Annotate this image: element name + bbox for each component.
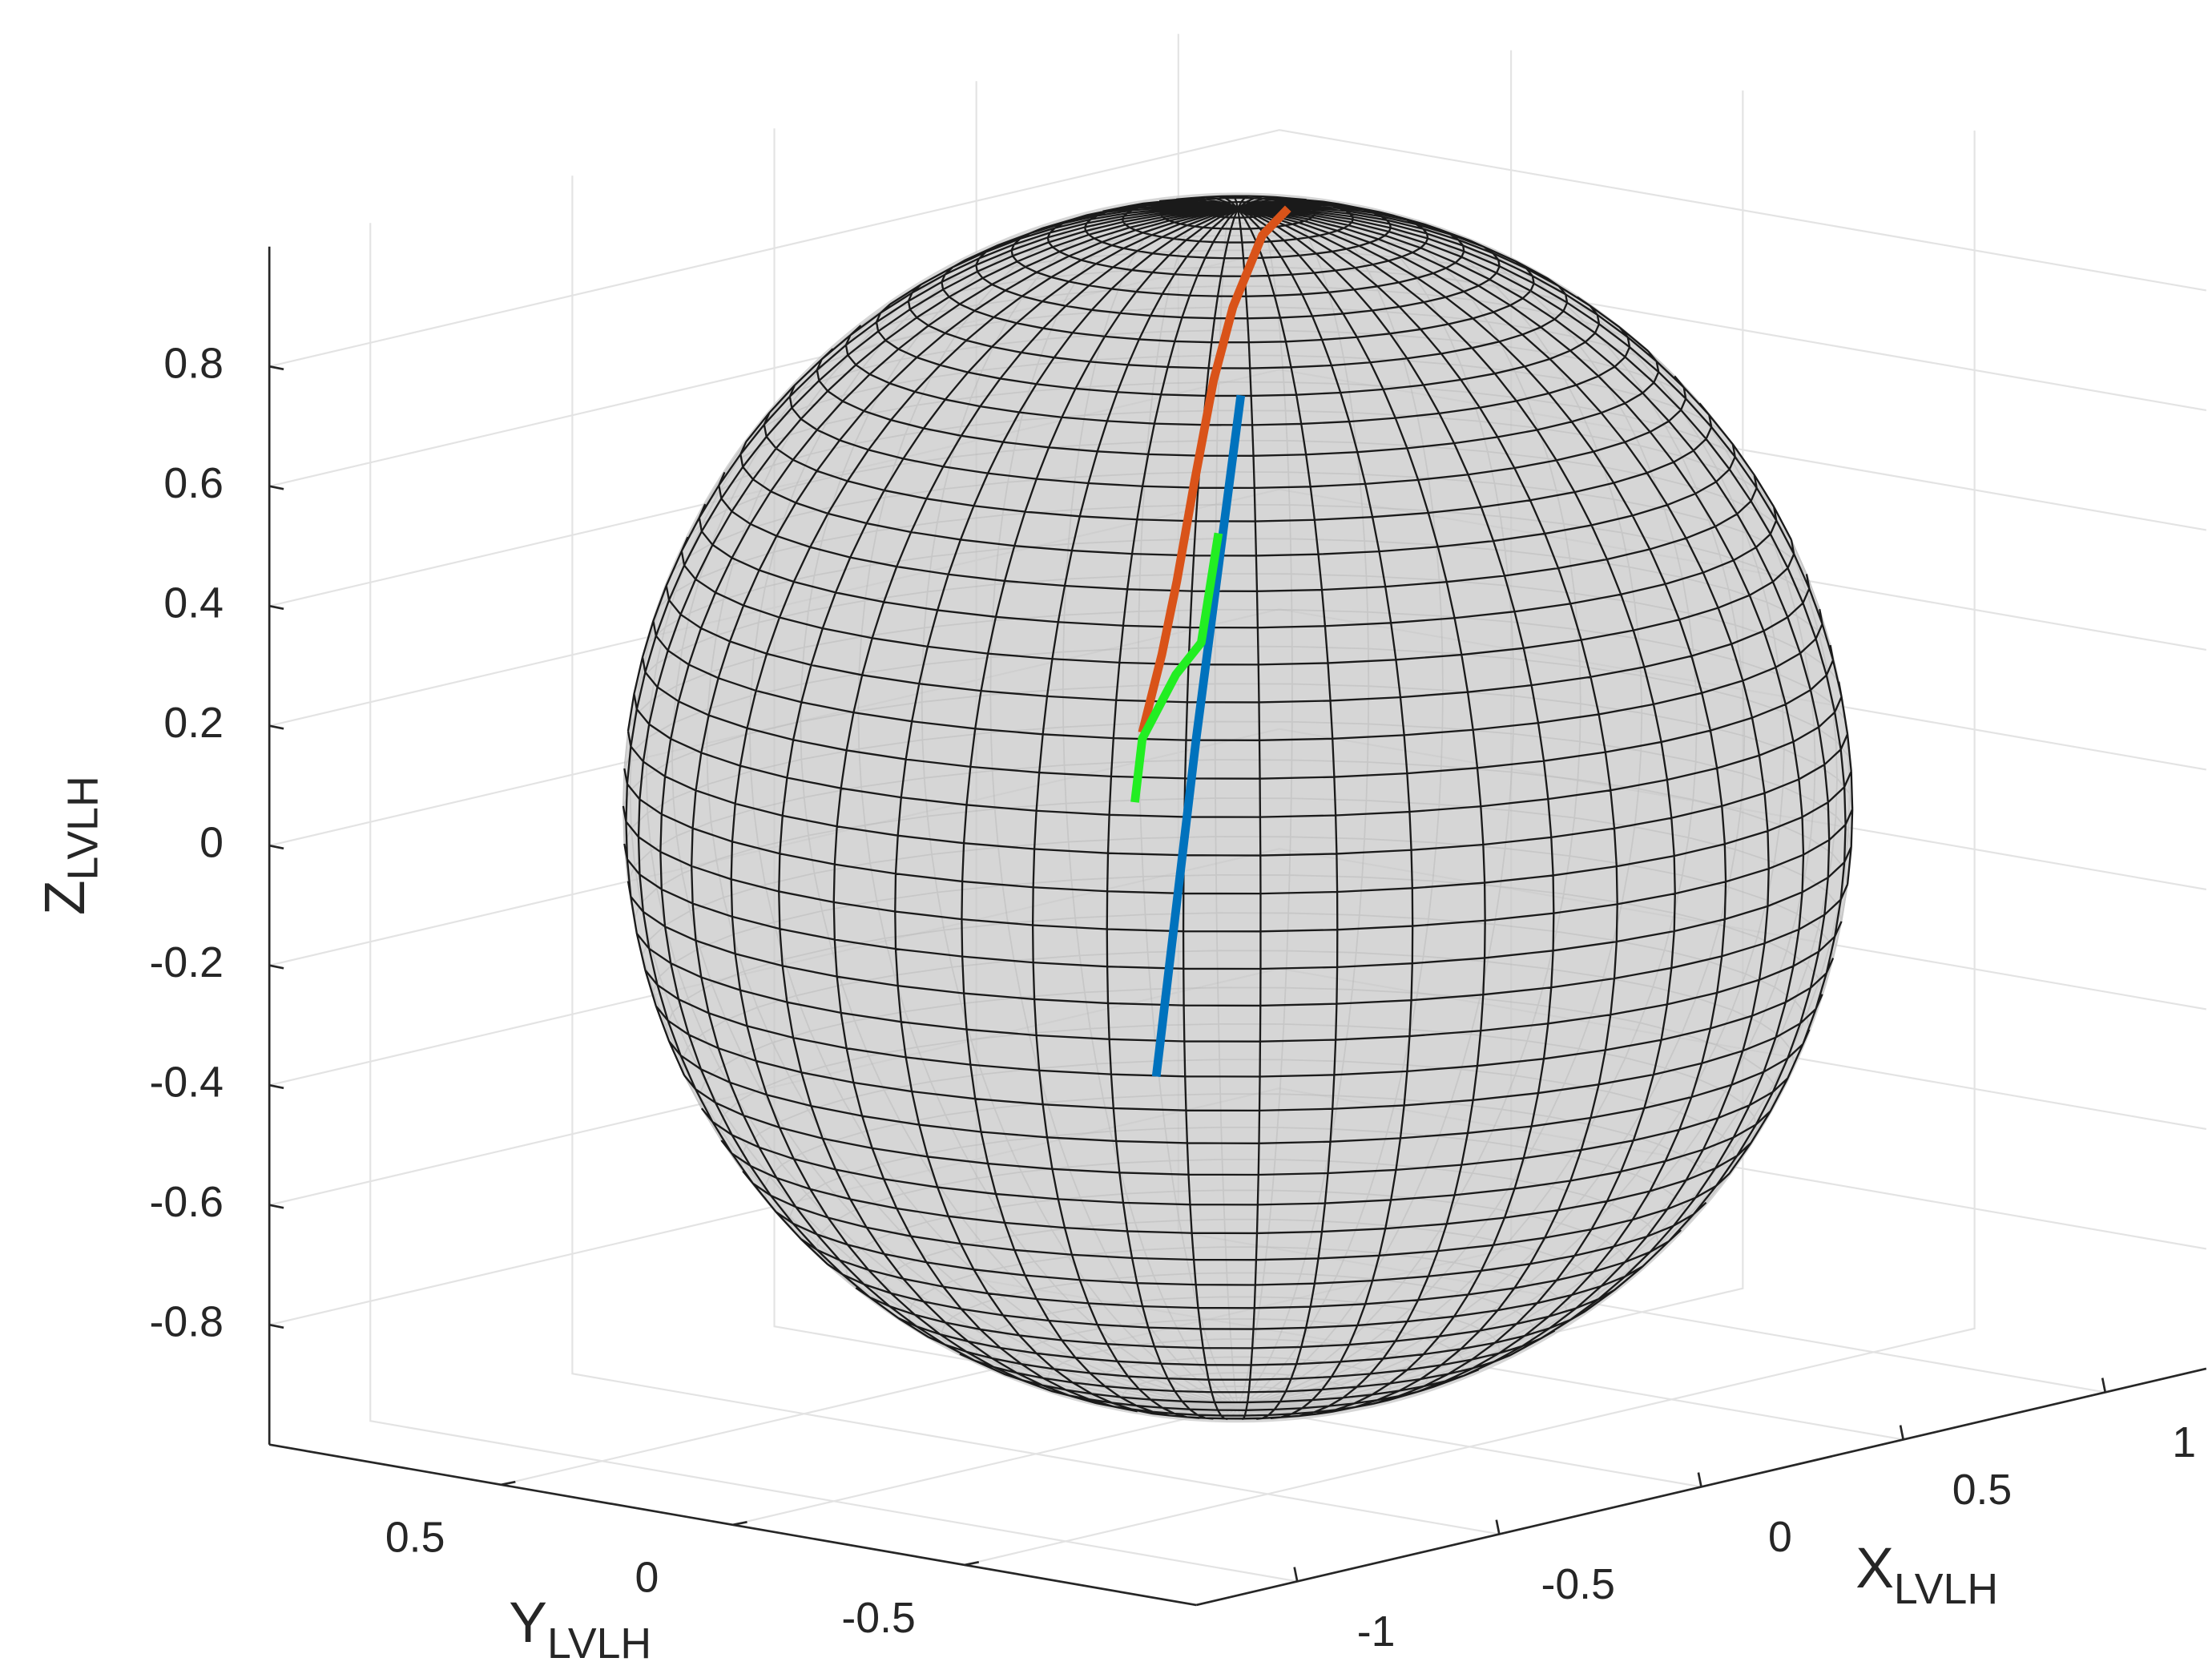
- y-axis-label: YLVLH: [509, 1591, 651, 1668]
- z-tick: [268, 844, 284, 850]
- x-tick: [2101, 1378, 2107, 1393]
- y-tick-label: -0.5: [841, 1594, 915, 1642]
- lines: [1130, 205, 1291, 1078]
- z-tick-label: -0.2: [150, 938, 224, 986]
- y-tick: [501, 1480, 516, 1486]
- axes: -1 -0.5 0 0.5 1 -0.5 0 0.5 -0.8 -0.6 -0.4 -0.2 0 0.2 0…: [150, 246, 2207, 1656]
- y-tick: [732, 1520, 747, 1527]
- z-tick: [268, 964, 284, 970]
- z-tick-label: 0: [199, 818, 224, 866]
- z-tick: [268, 724, 284, 730]
- z-tick-label: 0.4: [163, 579, 224, 627]
- z-label-main: Z: [33, 880, 97, 915]
- x-tick: [1899, 1425, 1904, 1440]
- x-label-sub: LVLH: [1894, 1565, 1998, 1613]
- x-label-main: X: [1855, 1536, 1894, 1600]
- z-tick-label: -0.4: [150, 1058, 224, 1106]
- grid-line: [964, 130, 1976, 1566]
- z-tick-label: 0.8: [163, 339, 224, 387]
- y-tick-label: 0.5: [385, 1514, 445, 1562]
- x-tick-label: -1: [1357, 1607, 1396, 1656]
- z-tick-label: -0.6: [150, 1178, 224, 1226]
- y-tick: [964, 1561, 980, 1567]
- z-tick-label: 0.2: [163, 699, 224, 747]
- y-label-main: Y: [509, 1591, 547, 1655]
- trajectory: [1130, 532, 1223, 803]
- trajectory: [1151, 394, 1246, 1078]
- y-tick-label: 0: [635, 1554, 659, 1602]
- sphere: [622, 192, 1854, 1423]
- z-tick: [268, 1323, 284, 1329]
- z-label-sub: LVLH: [58, 776, 107, 880]
- x-tick-label: 0.5: [1952, 1466, 2013, 1514]
- trajectory: [1138, 205, 1291, 734]
- z-tick: [268, 1204, 284, 1209]
- x-tick: [1293, 1567, 1299, 1582]
- z-axis-label: ZLVLH: [33, 776, 107, 915]
- x-tick: [1697, 1472, 1702, 1487]
- z-tick-label: 0.6: [163, 459, 224, 507]
- x-tick-label: -0.5: [1541, 1560, 1615, 1608]
- grid-line: [369, 223, 1298, 1583]
- grid-line: [571, 175, 1500, 1535]
- sphere-front-mesh: [622, 195, 1854, 1421]
- y-label-sub: LVLH: [547, 1620, 651, 1668]
- grid-line: [268, 129, 2207, 368]
- x-tick: [1495, 1519, 1501, 1535]
- x-tick-label: 1: [2172, 1418, 2196, 1466]
- x-axis-label: XLVLH: [1855, 1536, 1998, 1613]
- z-tick: [268, 365, 284, 371]
- z-tick: [268, 1083, 284, 1090]
- z-tick: [268, 604, 284, 611]
- x-tick-label: 0: [1768, 1513, 1792, 1561]
- z-tick-label: -0.8: [150, 1297, 224, 1345]
- z-tick: [268, 485, 284, 490]
